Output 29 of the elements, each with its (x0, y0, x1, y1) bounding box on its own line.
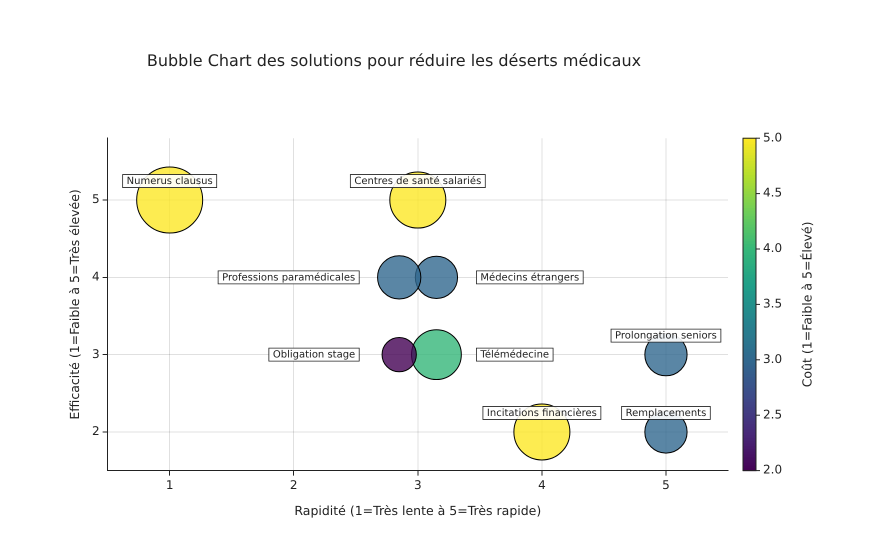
x-tick-label: 5 (662, 478, 670, 492)
x-tick-label: 4 (538, 478, 546, 492)
series-label: Prolongation seniors (615, 330, 717, 342)
chart-title: Bubble Chart des solutions pour réduire les déserts médicaux (146, 50, 642, 70)
color-bar-label: 3.5 (763, 296, 782, 311)
series-label: Incitations financières (486, 408, 597, 420)
series-label: Numerus clausus (126, 176, 213, 188)
y-axis-title: Efficacité (1=Faible à 5=Très élevée) (66, 189, 82, 420)
x-tick-label: 3 (414, 478, 422, 492)
y-tick-label: 5 (92, 192, 100, 206)
color-bar-label: 4.5 (763, 186, 782, 200)
y-tick-label: 2 (92, 424, 100, 438)
color-bar-label: 2.0 (763, 462, 782, 477)
color-bar-label: 4.0 (763, 241, 782, 256)
series-label: Télémédecine (479, 350, 550, 361)
color-bar-label: 5.0 (763, 130, 782, 144)
y-tick-label: 4 (92, 269, 100, 284)
text: Médecins étrangers (480, 272, 580, 284)
text: Obligation stage (272, 350, 356, 361)
x-tick-label: 2 (290, 478, 298, 492)
color-bar-label: 2.5 (763, 407, 782, 422)
x-axis-title: Rapidité (1=Très lente à 5=Très rapide) (294, 502, 542, 518)
color-bar-title: Coût (1=Faible à 5=Élevé) (799, 221, 814, 388)
text: Professions paramédicales (222, 272, 356, 284)
x-tick-label: 1 (166, 478, 174, 492)
series-label: Remplacements (626, 408, 706, 420)
series-label: Centres de santé salariés (354, 176, 482, 188)
color-bar-label: 3.0 (763, 352, 782, 366)
y-tick-label: 3 (92, 346, 100, 361)
